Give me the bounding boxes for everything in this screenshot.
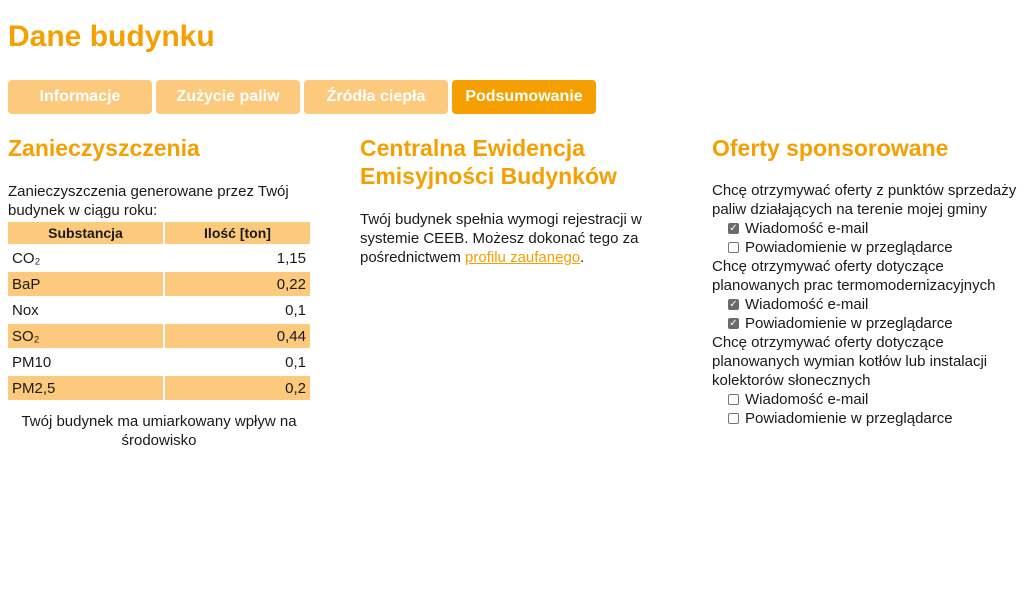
column-header-substance: Substancja [8,222,163,244]
amount-cell: 0,44 [163,324,310,348]
email-option[interactable]: ✓ Wiadomość e-mail [712,219,1017,238]
impact-summary: Twój budynek ma umiarkowany wpływ na śro… [21,413,297,449]
emissions-table: Substancja Ilość [ton] CO₂ 1,15 BaP 0,22… [8,220,310,402]
substance-cell: PM2,5 [8,376,163,400]
substance-cell: CO₂ [12,249,41,267]
amount-cell: 0,22 [163,272,310,296]
browser-notification-option[interactable]: ✓ Powiadomienie w przeglądarce [712,314,1017,333]
tab-zrodla-ciepla[interactable]: Źródła ciepła [304,80,448,114]
amount-cell: 1,15 [163,246,310,270]
email-option[interactable]: ✓ Wiadomość e-mail [712,295,1017,314]
ceeb-description: Twój budynek spełnia wymogi rejestracji … [360,210,670,267]
table-header-row: Substancja Ilość [ton] [8,222,310,244]
offers-heading: Oferty sponsorowane [712,135,949,161]
tab-informacje[interactable]: Informacje [8,80,152,114]
amount-cell: 0,1 [163,350,310,374]
checkbox-icon[interactable]: ✓ [728,222,739,234]
substance-cell: Nox [12,301,39,319]
page-title: Dane budynku [8,20,215,53]
ceeb-text-end: . [580,249,585,266]
option-label: Wiadomość e-mail [745,391,869,408]
option-label: Powiadomienie w przeglądarce [745,239,953,256]
substance-cell: BaP [8,272,163,296]
table-row: PM2,5 0,2 [8,376,310,400]
amount-cell: 0,1 [163,298,310,322]
table-row: SO₂ 0,44 [8,324,310,348]
trusted-profile-link[interactable]: profilu zaufanego [465,249,581,266]
checkbox-icon[interactable] [728,242,739,253]
checkbox-icon[interactable]: ✓ [728,317,739,329]
offer-question: Chcę otrzymywać oferty z punktów sprzeda… [712,182,1017,218]
tab-bar: Informacje Zużycie paliw Źródła ciepła P… [8,80,596,114]
tab-podsumowanie[interactable]: Podsumowanie [452,80,596,114]
offers-list: Chcę otrzymywać oferty z punktów sprzeda… [712,181,1017,428]
pollution-section: Zanieczyszczenia Zanieczyszczenia genero… [8,134,310,450]
offer-question: Chcę otrzymywać oferty dotyczące planowa… [712,258,996,294]
table-row: Nox 0,1 [8,298,310,322]
substance-cell: SO₂ [8,324,163,348]
checkbox-icon[interactable] [728,413,739,424]
option-label: Powiadomienie w przeglądarce [745,410,953,427]
ceeb-section: Centralna Ewidencja Emisyjności Budynków… [360,134,670,267]
option-label: Powiadomienie w przeglądarce [745,315,953,332]
table-row: BaP 0,22 [8,272,310,296]
option-label: Wiadomość e-mail [745,296,869,313]
table-row: PM10 0,1 [8,350,310,374]
browser-notification-option[interactable]: Powiadomienie w przeglądarce [712,409,1017,428]
pollution-intro: Zanieczyszczenia generowane przez Twój b… [8,183,289,219]
table-row: CO₂ 1,15 [8,246,310,270]
offer-question: Chcę otrzymywać oferty dotyczące planowa… [712,334,988,389]
ceeb-text: Twój budynek spełnia wymogi rejestracji … [360,211,642,266]
option-label: Wiadomość e-mail [745,220,869,237]
checkbox-icon[interactable]: ✓ [728,298,739,310]
email-option[interactable]: Wiadomość e-mail [712,390,1017,409]
substance-cell: PM10 [12,353,52,371]
amount-cell: 0,2 [163,376,310,400]
pollution-heading: Zanieczyszczenia [8,135,200,161]
browser-notification-option[interactable]: Powiadomienie w przeglądarce [712,238,1017,257]
checkbox-icon[interactable] [728,394,739,405]
offers-section: Oferty sponsorowane Chcę otrzymywać ofer… [712,134,1017,428]
column-header-amount: Ilość [ton] [163,222,310,244]
ceeb-heading: Centralna Ewidencja Emisyjności Budynków [360,135,617,189]
tab-zuzycie-paliw[interactable]: Zużycie paliw [156,80,300,114]
